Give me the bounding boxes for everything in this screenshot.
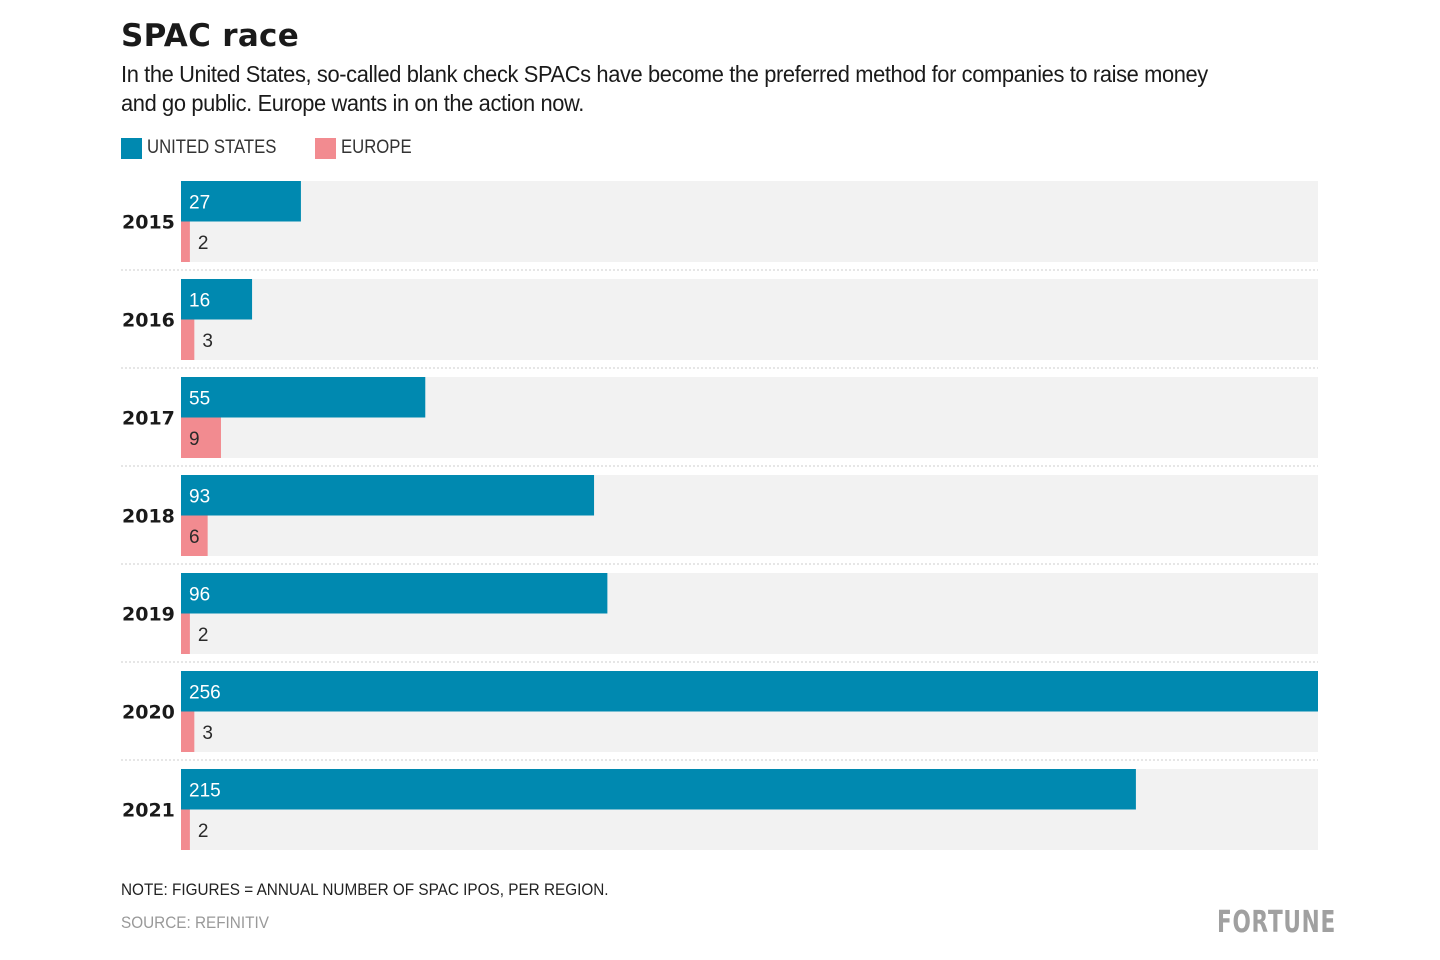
category-label: 2016	[122, 310, 175, 332]
row-track	[181, 279, 1318, 360]
legend-label-europe: EUROPE	[341, 137, 412, 158]
category-label: 2020	[122, 702, 175, 724]
bar-europe	[181, 613, 190, 654]
data-label-united-states: 93	[189, 486, 210, 507]
category-label: 2021	[122, 800, 175, 822]
bar-united-states	[181, 769, 1136, 810]
data-label-united-states: 256	[189, 682, 221, 703]
bar-united-states	[181, 279, 253, 320]
legend-item-europe: EUROPE	[315, 137, 412, 159]
legend-swatch-united-states	[121, 137, 142, 159]
bar-europe	[181, 809, 190, 850]
bar-united-states	[181, 181, 301, 222]
bar-united-states	[181, 573, 608, 614]
data-label-europe: 6	[189, 527, 200, 548]
data-label-europe: 2	[198, 625, 209, 646]
category-label: 2017	[122, 408, 175, 430]
chart-title: SPAC race	[121, 18, 300, 54]
legend-label-united-states: UNITED STATES	[147, 137, 277, 158]
bar-united-states	[181, 475, 595, 516]
data-label-europe: 2	[198, 233, 209, 254]
data-label-united-states: 55	[189, 388, 210, 409]
category-label: 2018	[122, 506, 175, 528]
data-label-europe: 3	[202, 331, 213, 352]
bar-europe	[181, 319, 195, 360]
chart-subtitle: In the United States, so-called blank ch…	[121, 61, 1208, 116]
category-label: 2015	[122, 212, 175, 234]
bar-united-states	[181, 671, 1318, 712]
data-label-europe: 9	[189, 429, 200, 450]
bar-europe	[181, 417, 221, 458]
bar-europe	[181, 515, 208, 556]
data-label-europe: 2	[198, 821, 209, 842]
footnote: NOTE: FIGURES = ANNUAL NUMBER OF SPAC IP…	[121, 880, 609, 899]
row-track	[181, 181, 1318, 262]
legend-swatch-europe	[315, 137, 337, 159]
legend-item-united-states: UNITED STATES	[121, 137, 282, 159]
legend: UNITED STATES EUROPE	[121, 137, 424, 159]
category-label: 2019	[122, 604, 175, 626]
source-credit: SOURCE: REFINITIV	[121, 913, 269, 932]
bar-united-states	[181, 377, 426, 418]
data-label-united-states: 215	[189, 780, 221, 801]
data-label-europe: 3	[202, 723, 213, 744]
bar-europe	[181, 711, 195, 752]
data-label-united-states: 27	[189, 192, 210, 213]
fortune-logo: FORTUNE	[1217, 905, 1336, 940]
bar-europe	[181, 221, 190, 262]
data-label-united-states: 96	[189, 584, 210, 605]
data-label-united-states: 16	[189, 290, 210, 311]
